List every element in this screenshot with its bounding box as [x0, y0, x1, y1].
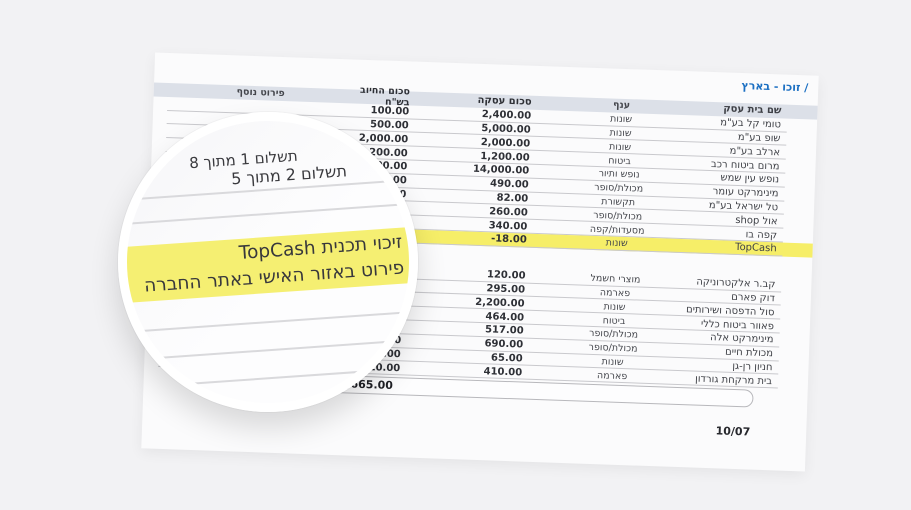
merchant-name: TopCash	[734, 242, 777, 255]
ruled-line	[127, 364, 409, 391]
ruled-line	[127, 200, 409, 227]
magnified-content: תשלום 1 מתוך 8 תשלום 2 מתוך 5 זיכוי תכני…	[127, 121, 409, 403]
magnifier-circle: תשלום 1 מתוך 8 תשלום 2 מתוך 5 זיכוי תכני…	[118, 112, 418, 412]
ruled-line	[127, 336, 409, 363]
transaction-amount: -18.00	[490, 233, 527, 246]
ruled-line	[127, 308, 409, 335]
magnified-topcash-highlight: זיכוי תכנית TopCash פירוט באזור האישי בא…	[127, 224, 409, 306]
extra-detail	[199, 105, 324, 109]
statement-date: 10/07	[715, 424, 751, 439]
